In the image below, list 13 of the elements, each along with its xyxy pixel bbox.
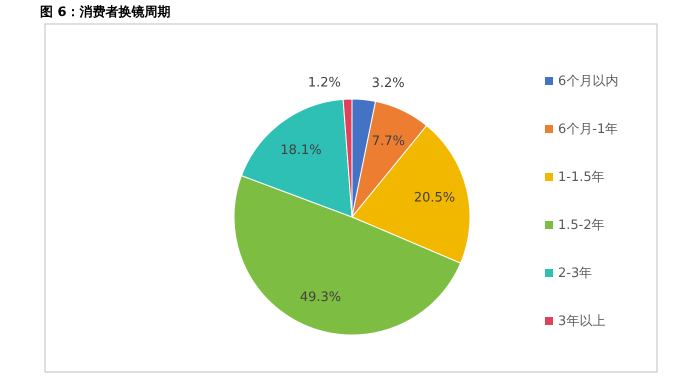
data-label: 49.3% (300, 290, 342, 305)
data-label: 1.2% (308, 75, 341, 90)
data-label: 20.5% (414, 190, 456, 206)
legend-label: 3年以上 (558, 314, 606, 329)
data-label: 3.2% (372, 76, 405, 91)
text: 图 6：消费者换镜周期 (40, 4, 171, 20)
legend-label: 1.5-2年 (558, 218, 605, 233)
data-label: 18.1% (280, 143, 322, 158)
legend-label: 2-3年 (558, 266, 592, 281)
legend-label: 6个月以内 (558, 74, 618, 89)
data-label: 7.7% (372, 134, 405, 150)
legend-label: 6个月-1年 (558, 122, 618, 137)
legend-label: 1-1.5年 (558, 170, 605, 185)
